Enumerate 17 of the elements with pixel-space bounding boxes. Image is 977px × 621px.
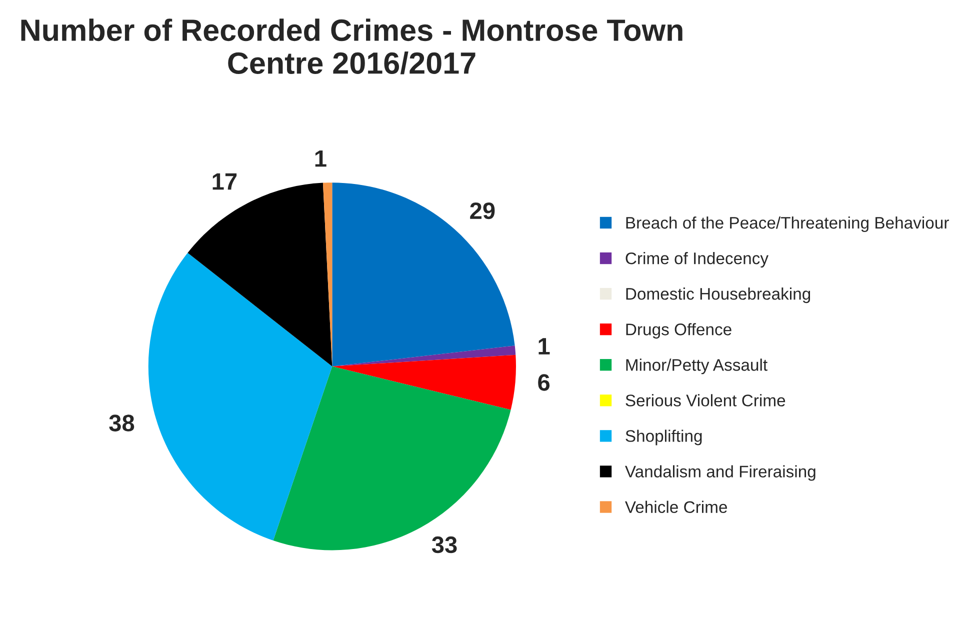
data-label: 17	[212, 173, 237, 190]
legend-label: Minor/Petty Assault	[626, 358, 768, 374]
data-label: 1	[315, 150, 326, 167]
data-label: 33	[432, 536, 457, 554]
legend-label: Vandalism and Fireraising	[625, 465, 816, 481]
legend-label: Crime of Indecency	[626, 252, 768, 268]
legend-label: Vehicle Crime	[625, 500, 728, 514]
legend-label: Breach of the Peace/Threatening Behaviour	[626, 216, 949, 232]
chart-title: Number of Recorded Crimes - Montrose Town Centre 2016/2017	[21, 18, 682, 74]
data-label: 29	[470, 202, 495, 220]
data-label: 1	[538, 338, 550, 354]
legend-label: Domestic Housebreaking	[626, 288, 810, 304]
data-label: 38	[109, 414, 134, 432]
legend-label: Shoplifting	[626, 430, 702, 446]
data-label: 6	[538, 374, 550, 391]
legend-label: Drugs Offence	[626, 323, 732, 339]
legend-label: Serious Violent Crime	[626, 394, 786, 406]
